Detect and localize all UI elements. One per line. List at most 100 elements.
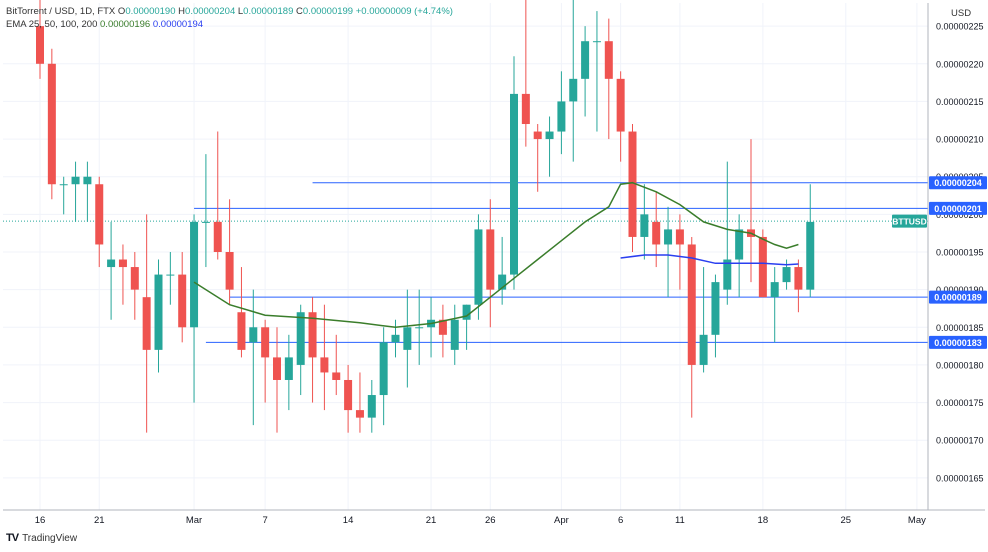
close-value: 0.00000199 bbox=[302, 6, 354, 17]
candle-up bbox=[201, 221, 210, 223]
candle-up bbox=[107, 259, 116, 268]
candle-up bbox=[510, 93, 518, 275]
time-tick-label: Apr bbox=[554, 515, 569, 526]
high-value: 0.00000204 bbox=[185, 6, 236, 17]
candle-up bbox=[379, 342, 388, 396]
price-tick-label: 0.00000185 bbox=[936, 323, 984, 333]
indicator-name: EMA 25, 50, 100, 200 bbox=[6, 19, 98, 30]
candles bbox=[36, 0, 815, 433]
time-tick-label: 11 bbox=[675, 515, 685, 526]
time-tick-label: 7 bbox=[263, 515, 268, 526]
candle-up bbox=[711, 282, 720, 335]
price-tick-label: 0.00000225 bbox=[936, 22, 984, 32]
symbol-header: BitTorrent / USD, 1D, FTX O0.00000190 H0… bbox=[6, 6, 453, 17]
high-label: H bbox=[178, 6, 186, 17]
time-tick-label: 25 bbox=[841, 515, 852, 526]
candle-up bbox=[190, 221, 199, 328]
price-tick-label: 0.00000180 bbox=[936, 360, 984, 370]
candle-up bbox=[664, 229, 673, 245]
candle-up bbox=[296, 312, 305, 365]
candle-down bbox=[178, 274, 187, 328]
time-tick-label: Mar bbox=[186, 515, 202, 526]
symbol-badge bbox=[892, 214, 927, 228]
candle-down bbox=[616, 78, 625, 132]
price-tick-label: 0.00000215 bbox=[936, 97, 984, 107]
candle-down bbox=[36, 26, 44, 64]
grid bbox=[3, 3, 928, 510]
plot-background bbox=[3, 3, 928, 510]
candle-down bbox=[604, 41, 613, 79]
candle-down bbox=[533, 131, 542, 140]
time-tick-label: 16 bbox=[35, 515, 46, 526]
close-label: C bbox=[296, 6, 303, 17]
candle-down bbox=[521, 93, 530, 125]
candle-down bbox=[332, 372, 341, 380]
price-tick-label: 0.00000220 bbox=[936, 59, 984, 69]
price-tick-label: 0.00000170 bbox=[936, 436, 984, 446]
indicator-header[interactable]: EMA 25, 50, 100, 200 0.00000196 0.000001… bbox=[6, 19, 203, 30]
candle-up bbox=[545, 131, 554, 140]
candle-up bbox=[723, 259, 732, 290]
candle-down bbox=[438, 319, 447, 335]
candle-down bbox=[687, 244, 696, 365]
price-badge-label: 0.00000204 bbox=[934, 178, 982, 188]
ema-lines bbox=[193, 181, 799, 329]
candle-down bbox=[118, 259, 127, 268]
price-tick-label: 0.00000175 bbox=[936, 398, 984, 408]
price-badge bbox=[929, 290, 987, 304]
candle-up bbox=[367, 395, 376, 418]
change-value: +0.00000009 (+4.74%) bbox=[355, 6, 453, 17]
candle-up bbox=[557, 101, 566, 132]
candle-up bbox=[581, 41, 590, 79]
candle-down bbox=[261, 327, 270, 358]
candle-down bbox=[320, 357, 329, 373]
symbol-title: BitTorrent / USD, 1D, FTX bbox=[6, 6, 116, 17]
ema-50-line bbox=[620, 254, 799, 266]
open-value: 0.00000190 bbox=[125, 6, 176, 17]
price-tick-label: 0.00000195 bbox=[936, 248, 984, 258]
price-badges: 0.00000204 0.00000201 0.00000189 0.00000183… bbox=[892, 176, 987, 349]
candle-down bbox=[130, 267, 139, 290]
price-axis[interactable]: 0.00000225 0.00000220 0.00000215 0.00000210… bbox=[936, 22, 984, 484]
candle-up bbox=[474, 229, 483, 305]
open-label: O bbox=[117, 6, 126, 17]
candle-up bbox=[770, 282, 779, 298]
candle-up bbox=[284, 357, 293, 380]
price-tick-label: 0.00000210 bbox=[936, 135, 984, 145]
ema-50-value: 0.00000194 bbox=[152, 19, 204, 30]
symbol-badge-label: BTTUSD bbox=[892, 217, 926, 227]
candle-up bbox=[592, 41, 601, 43]
candle-down bbox=[794, 267, 803, 290]
candle-down bbox=[355, 410, 364, 418]
candle-down bbox=[758, 236, 767, 298]
price-badge-label: 0.00000183 bbox=[934, 338, 982, 348]
candle-up bbox=[806, 221, 815, 290]
candle-up bbox=[462, 304, 471, 320]
candle-down bbox=[675, 229, 684, 245]
time-tick-label: 21 bbox=[94, 515, 105, 526]
price-tick-label: 0.00000200 bbox=[936, 210, 984, 220]
candle-up bbox=[450, 319, 459, 350]
horizontal-lines bbox=[3, 182, 928, 343]
currency-label: USD bbox=[951, 8, 972, 19]
candle-up bbox=[782, 267, 791, 283]
low-value: 0.00000189 bbox=[243, 6, 294, 17]
price-tick-label: 0.00000190 bbox=[936, 285, 984, 295]
time-tick-label: 6 bbox=[618, 515, 623, 526]
time-tick-label: 26 bbox=[485, 515, 496, 526]
candle-up bbox=[59, 184, 68, 186]
tradingview-footer[interactable]: TV TradingView bbox=[6, 532, 77, 544]
time-axis[interactable]: 16 21 Mar 7 14 21 26 Apr 6 11 18 25 May bbox=[35, 515, 926, 526]
candle-down bbox=[225, 252, 234, 290]
price-badge bbox=[929, 176, 987, 190]
candle-up bbox=[391, 334, 400, 343]
candle-down bbox=[237, 312, 246, 350]
price-badge bbox=[929, 335, 987, 349]
candle-down bbox=[273, 357, 281, 380]
candle-down bbox=[308, 312, 317, 358]
candle-up bbox=[249, 327, 258, 343]
time-tick-label: 21 bbox=[426, 515, 437, 526]
tradingview-brand: TradingView bbox=[22, 532, 78, 544]
price-badge-label: 0.00000189 bbox=[934, 293, 982, 303]
